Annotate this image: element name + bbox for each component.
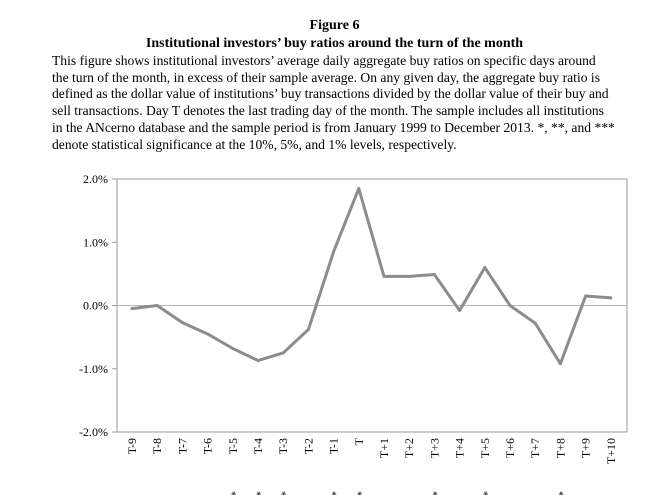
caption-line: the turn of the month, in excess of thei…	[52, 69, 600, 85]
x-tick-label: T+2	[402, 438, 416, 458]
x-tick-label: T-6	[201, 438, 215, 454]
data-point	[432, 273, 436, 277]
x-tick-label: T-7	[175, 438, 189, 454]
x-tick-label: T+3	[427, 438, 441, 458]
x-axis: T-9 T-8 T-7 T-6 T-5 T-4 T-3 T-2 T-1 T T+1 T+2 T+3 T+4…	[125, 437, 618, 464]
significance-label: ***	[329, 491, 343, 495]
x-tick-label: T-1	[327, 438, 341, 454]
y-tick-label: 0.0%	[83, 299, 108, 313]
significance-labels: ********************	[228, 491, 570, 495]
data-point	[508, 304, 512, 307]
x-tick-label: T-9	[125, 438, 139, 454]
data-point	[332, 250, 336, 254]
x-tick-label: T+5	[478, 438, 492, 458]
caption-line: defined as the dollar value of instituti…	[52, 86, 609, 102]
x-tick-label: T+10	[604, 438, 618, 464]
y-tick-label: 2.0%	[83, 172, 108, 186]
significance-label: **	[429, 491, 443, 495]
x-tick-label: T+4	[453, 438, 467, 458]
significance-label: **	[228, 491, 242, 495]
significance-label: **	[278, 491, 292, 495]
y-axis: 2.0% 1.0% 0.0% -1.0% -2.0%	[79, 172, 117, 439]
x-tick-label: T-8	[150, 438, 164, 454]
data-point	[206, 332, 210, 336]
data-point	[609, 296, 613, 300]
x-tick-label: T+7	[528, 438, 542, 458]
figure-number: Figure 6	[309, 18, 360, 33]
series-line	[130, 186, 613, 366]
data-point	[130, 307, 134, 311]
significance-label: ***	[555, 491, 569, 495]
y-tick-label: 1.0%	[83, 235, 108, 249]
figure-caption: This figure shows institutional investor…	[52, 53, 658, 153]
x-tick-label: T	[352, 437, 366, 445]
x-tick-label: T-3	[276, 438, 290, 454]
x-tick-label: T-2	[301, 438, 315, 454]
data-point	[407, 274, 411, 278]
x-tick-label: T+6	[503, 438, 517, 458]
data-point	[483, 266, 487, 270]
figure-title: Institutional investors’ buy ratios arou…	[145, 36, 524, 51]
data-point	[382, 274, 386, 278]
data-point	[533, 321, 537, 325]
y-tick-label: -2.0%	[79, 425, 108, 439]
significance-label: **	[480, 491, 494, 495]
caption-line: in the ANcerno database and the sample p…	[52, 119, 615, 135]
series-group	[130, 186, 613, 366]
data-point	[558, 362, 562, 366]
data-point	[306, 328, 310, 332]
data-point	[584, 294, 588, 298]
x-tick-label: T-4	[251, 438, 265, 454]
significance-label: ***	[354, 491, 368, 495]
x-tick-label: T+1	[377, 438, 391, 458]
data-point	[281, 351, 285, 355]
data-point	[180, 321, 184, 325]
significance-label: ***	[253, 491, 267, 495]
y-tick-label: -1.0%	[79, 362, 108, 376]
data-point	[155, 304, 159, 307]
caption-line: sell transactions. Day T denotes the las…	[52, 103, 604, 119]
caption-line: denote statistical significance at the 1…	[52, 136, 457, 152]
x-tick-label: T-5	[226, 438, 240, 454]
x-tick-label: T+9	[579, 438, 593, 458]
x-tick-label: T+8	[553, 438, 567, 458]
data-point	[231, 347, 235, 351]
caption-line: This figure shows institutional investor…	[52, 53, 596, 68]
data-point	[357, 186, 361, 190]
data-point	[458, 309, 462, 313]
data-point	[256, 359, 260, 363]
